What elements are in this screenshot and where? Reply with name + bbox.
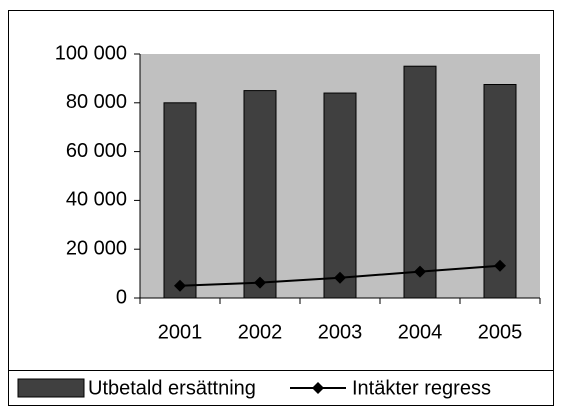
- bar: [163, 102, 197, 299]
- y-tick-label: 40 000: [66, 189, 127, 211]
- y-tick-label: 20 000: [66, 237, 127, 259]
- line-marker: [334, 271, 346, 284]
- y-tick-label: 0: [116, 286, 127, 308]
- line-marker: [414, 265, 426, 278]
- legend-label: Intäkter regress: [352, 377, 491, 399]
- y-tick-label: 60 000: [66, 140, 127, 162]
- line-marker: [494, 259, 506, 272]
- y-tick-label: 80 000: [66, 91, 127, 113]
- x-tick-label: 2004: [398, 321, 443, 343]
- line-marker: [254, 276, 266, 289]
- bar: [403, 65, 437, 299]
- x-tick-label: 2005: [478, 321, 523, 343]
- x-tick-label: 2001: [158, 321, 203, 343]
- x-tick-label: 2003: [318, 321, 363, 343]
- bar: [323, 92, 357, 299]
- legend-label: Utbetald ersättning: [88, 377, 256, 399]
- line-marker: [174, 279, 186, 292]
- legend-swatch: [17, 378, 85, 398]
- legend-box: [8, 370, 554, 406]
- bar: [243, 90, 277, 299]
- legend-swatch: [312, 382, 324, 394]
- x-tick-label: 2002: [238, 321, 283, 343]
- y-tick-label: 100 000: [55, 42, 127, 64]
